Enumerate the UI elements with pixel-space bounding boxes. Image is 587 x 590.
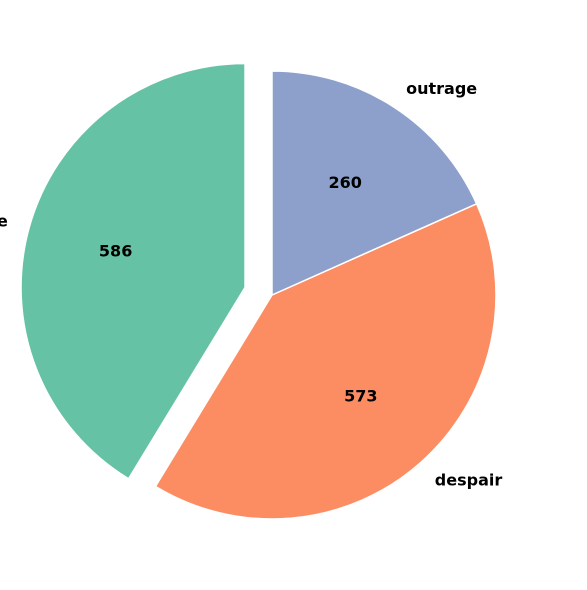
pie-slice-outrage [271,70,478,297]
pie-labels: hope 586 despair 573 outrage 260 [0,79,502,490]
slice-value-despair: 573 [344,386,377,405]
slice-value-outrage: 260 [328,173,361,192]
pie-slice-hope [20,62,246,480]
slice-label-outrage: outrage [406,79,477,98]
slice-label-hope: hope [0,211,8,230]
slice-label-despair: despair [435,470,503,489]
slice-value-hope: 586 [99,242,132,261]
pie-slices [20,62,497,520]
pie-slice-despair [154,202,497,520]
